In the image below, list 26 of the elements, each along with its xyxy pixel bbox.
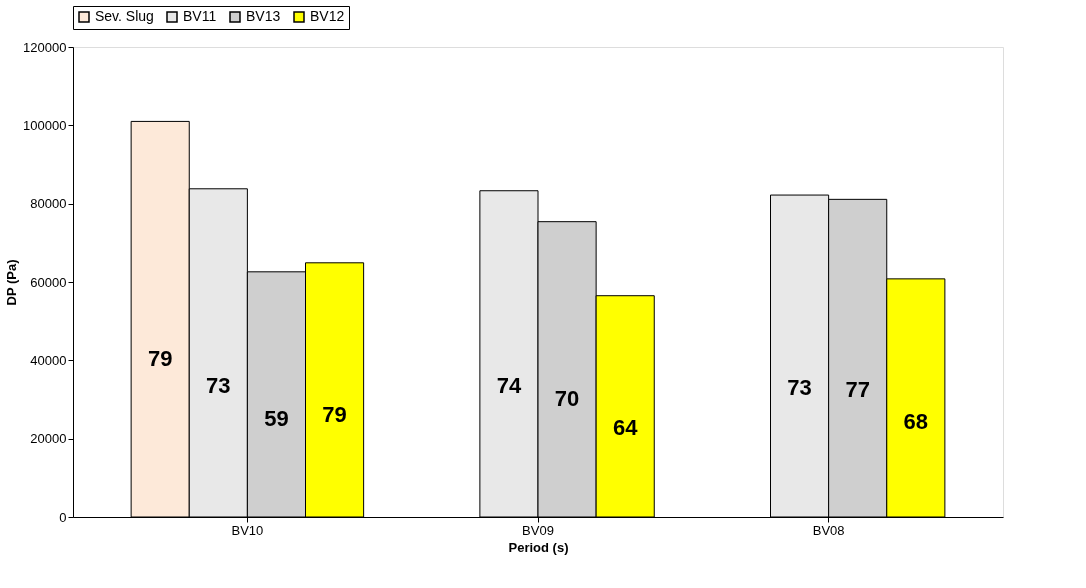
annotation: 77 bbox=[845, 376, 870, 402]
legend-label: BV11 bbox=[183, 8, 217, 24]
x-tick-label: BV09 bbox=[522, 522, 554, 538]
annotation: 64 bbox=[612, 415, 639, 441]
y-tick-label: 100000 bbox=[23, 117, 67, 133]
x-axis-title: Period (s) bbox=[508, 539, 569, 555]
y-tick-label: 20000 bbox=[30, 431, 67, 447]
annotation: 73 bbox=[206, 372, 231, 398]
y-tick-label: 40000 bbox=[30, 352, 67, 368]
annotation: 74 bbox=[496, 373, 522, 399]
annotation: 73 bbox=[787, 375, 812, 401]
annotation: 68 bbox=[903, 408, 929, 434]
legend-label: BV13 bbox=[246, 8, 281, 24]
y-tick-label: 120000 bbox=[23, 39, 67, 55]
annotation: 59 bbox=[264, 405, 289, 431]
legend-label: BV12 bbox=[310, 8, 345, 24]
y-axis-title: DP (Pa) bbox=[4, 259, 20, 306]
annotation: 70 bbox=[554, 385, 580, 411]
y-tick-label: 60000 bbox=[30, 274, 67, 290]
x-tick-label: BV08 bbox=[812, 522, 845, 538]
y-tick-label: 80000 bbox=[30, 196, 67, 212]
annotation: 79 bbox=[322, 402, 347, 428]
x-tick-label: BV10 bbox=[231, 522, 264, 538]
annotation: 79 bbox=[147, 345, 173, 371]
y-tick-label: 0 bbox=[59, 509, 67, 525]
legend-label: Sev. Slug bbox=[95, 8, 154, 24]
